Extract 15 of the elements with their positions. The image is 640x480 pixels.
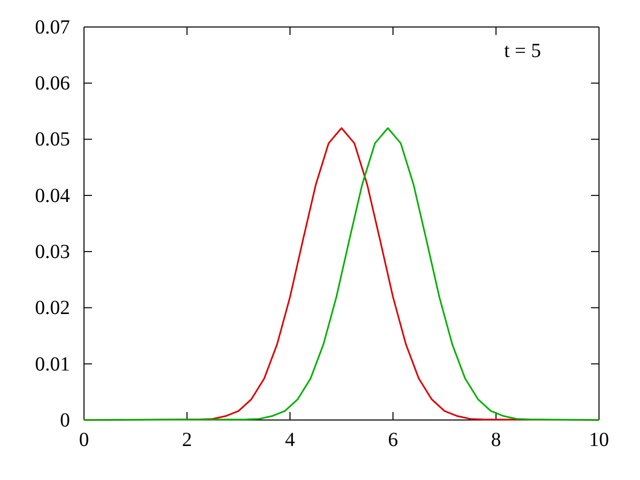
y-tick-label: 0.07 <box>35 16 70 38</box>
annotation: t = 5 <box>504 40 541 62</box>
y-tick-label: 0.04 <box>35 184 70 207</box>
y-tick-label: 0.01 <box>35 353 70 376</box>
y-tick-label: 0 <box>60 409 70 432</box>
y-tick-label: 0.02 <box>35 297 70 320</box>
x-tick-label: 2 <box>182 429 192 452</box>
x-tick-label: 0 <box>79 429 89 452</box>
y-tick-label: 0.03 <box>35 240 70 263</box>
x-tick-label: 6 <box>388 429 398 452</box>
y-tick-label: 0.06 <box>35 72 70 95</box>
x-tick-label: 4 <box>285 429 295 452</box>
x-tick-label: 8 <box>491 429 501 452</box>
y-tick-label: 0.05 <box>35 128 70 151</box>
x-tick-label: 10 <box>589 429 609 452</box>
